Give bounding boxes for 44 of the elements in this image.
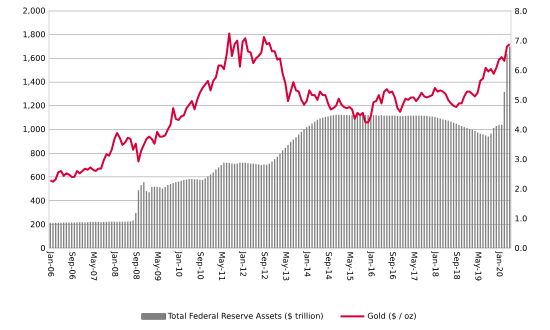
y-tick-label: 800 [30, 150, 45, 156]
y-tick-label: 1,800 [23, 31, 45, 38]
legend-label: Gold ($ / oz) [368, 312, 416, 320]
x-tick-label: Jan-06 [46, 251, 54, 276]
x-tick-label: May-17 [410, 252, 418, 280]
y2-tick-label: 6.0 [515, 67, 527, 74]
y2-tick-label: 1.0 [515, 215, 527, 222]
x-tick-label: Sep-12 [260, 252, 268, 279]
y-tick-label: 1,000 [23, 126, 45, 133]
x-tick-label: May-13 [282, 252, 290, 280]
x-tick-label: Sep-08 [132, 252, 140, 280]
y2-tick-label: 3.0 [515, 156, 527, 162]
x-tick-label: Jan-20 [495, 251, 503, 276]
legend-label: Total Federal Reserve Assets ($ trillion) [168, 312, 323, 320]
x-tick-label: Jan-12 [238, 251, 246, 276]
y-tick-label: 1,600 [23, 54, 45, 62]
y2-tick-label: 8.0 [515, 8, 527, 14]
x-tick-label: Jan-18 [431, 251, 439, 276]
x-tick-label: May-11 [218, 252, 225, 280]
x-tick-label: Sep-14 [324, 252, 332, 280]
x-tick-label: Jan-14 [302, 251, 310, 276]
y-tick-label: 200 [30, 221, 45, 228]
x-tick-label: Sep-06 [68, 252, 76, 280]
x-tick-label: May-19 [474, 252, 482, 280]
x-tick-label: Jan-16 [367, 251, 375, 276]
y2-tick-label: 7.0 [515, 38, 527, 44]
y-tick-label: 2,000 [23, 8, 45, 14]
y-tick-label: 600 [30, 174, 45, 180]
x-tick-label: Sep-10 [196, 252, 204, 280]
x-tick-label: Jan-10 [174, 251, 182, 276]
y-tick-label: 400 [30, 198, 45, 204]
x-tick-label: Sep-18 [452, 252, 460, 280]
x-tick-label: May-09 [153, 252, 161, 280]
x-tick-label: Sep-16 [388, 252, 396, 280]
y2-tick-label: 4.0 [514, 126, 527, 133]
y-tick-label: 1,400 [23, 78, 45, 86]
y2-tick-label: 5.0 [515, 96, 527, 103]
y-tick-label: 0 [40, 244, 45, 252]
y2-tick-label: 2.0 [515, 186, 527, 192]
x-tick-label: May-07 [89, 252, 97, 280]
x-tick-label: Jan-08 [110, 251, 118, 276]
y-tick-label: 1,200 [23, 102, 45, 110]
y2-tick-label: 0.0 [515, 244, 527, 252]
x-tick-label: May-15 [346, 252, 354, 280]
